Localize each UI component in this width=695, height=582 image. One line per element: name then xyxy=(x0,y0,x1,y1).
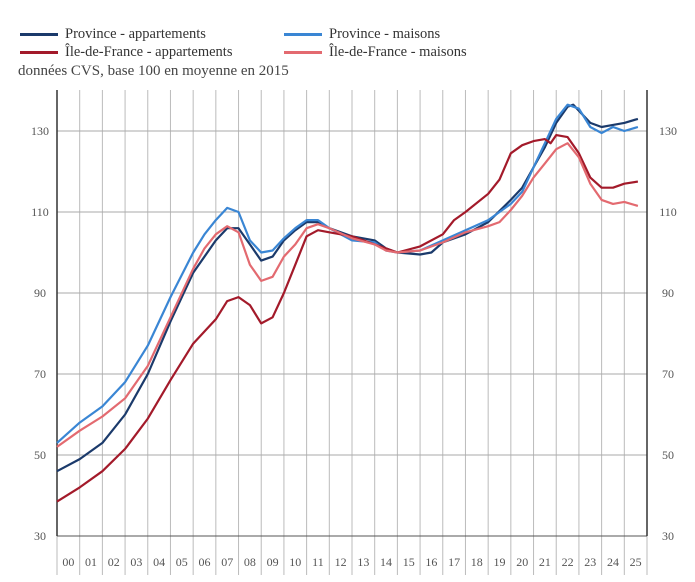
y-tick-label-left: 90 xyxy=(34,286,46,300)
x-tick-label: 03 xyxy=(130,555,142,569)
y-tick-label-right: 30 xyxy=(662,529,674,543)
x-tick-label: 05 xyxy=(176,555,188,569)
series-line-île-de-france-appartements xyxy=(56,134,639,503)
x-tick-label: 07 xyxy=(221,555,233,569)
x-tick-label: 09 xyxy=(267,555,279,569)
x-tick-label: 19 xyxy=(494,555,506,569)
legend-label: Île-de-France - appartements xyxy=(65,44,233,60)
x-tick-label: 21 xyxy=(539,555,551,569)
legend-swatch xyxy=(20,33,58,36)
y-tick-label-left: 50 xyxy=(34,448,46,462)
legend-item-province-appartements: Province - appartements xyxy=(20,26,206,43)
x-tick-label: 18 xyxy=(471,555,483,569)
x-tick-label: 11 xyxy=(312,555,324,569)
x-tick-label: 01 xyxy=(85,555,97,569)
legend-item-idf-appartements: Île-de-France - appartements xyxy=(20,44,232,61)
x-tick-label: 14 xyxy=(380,555,392,569)
x-tick-label: 12 xyxy=(335,555,347,569)
y-tick-label-left: 130 xyxy=(31,124,49,138)
x-tick-label: 06 xyxy=(199,555,211,569)
x-tick-label: 04 xyxy=(153,555,165,569)
legend-item-idf-maisons: Île-de-France - maisons xyxy=(284,44,467,61)
legend-label: Province - appartements xyxy=(65,26,206,42)
series-line-province-appartements xyxy=(56,103,639,473)
x-tick-label: 00 xyxy=(62,555,74,569)
x-tick-label: 20 xyxy=(516,555,528,569)
y-tick-label-right: 50 xyxy=(662,448,674,462)
x-tick-label: 10 xyxy=(289,555,301,569)
x-tick-label: 24 xyxy=(607,555,619,569)
series-line-île-de-france-maisons xyxy=(56,142,639,448)
x-tick-label: 25 xyxy=(630,555,642,569)
y-tick-label-right: 110 xyxy=(659,205,677,219)
y-tick-label-left: 70 xyxy=(34,367,46,381)
series-line-province-maisons xyxy=(56,103,639,444)
legend-swatch xyxy=(284,51,322,54)
legend-label: Île-de-France - maisons xyxy=(329,44,467,60)
y-tick-label-right: 70 xyxy=(662,367,674,381)
y-tick-label-left: 110 xyxy=(31,205,49,219)
legend-swatch xyxy=(20,51,58,54)
x-tick-label: 17 xyxy=(448,555,460,569)
legend-label: Province - maisons xyxy=(329,26,441,42)
x-tick-label: 16 xyxy=(425,555,437,569)
y-tick-label-left: 30 xyxy=(34,529,46,543)
legend-item-province-maisons: Province - maisons xyxy=(284,26,440,43)
x-tick-label: 13 xyxy=(357,555,369,569)
x-tick-label: 02 xyxy=(108,555,120,569)
x-tick-label: 08 xyxy=(244,555,256,569)
x-tick-label: 23 xyxy=(584,555,596,569)
chart-subtitle: données CVS, base 100 en moyenne en 2015 xyxy=(18,63,289,79)
y-tick-label-right: 90 xyxy=(662,286,674,300)
legend-swatch xyxy=(284,33,322,36)
x-tick-label: 22 xyxy=(562,555,574,569)
x-tick-label: 15 xyxy=(403,555,415,569)
y-tick-label-right: 130 xyxy=(659,124,677,138)
